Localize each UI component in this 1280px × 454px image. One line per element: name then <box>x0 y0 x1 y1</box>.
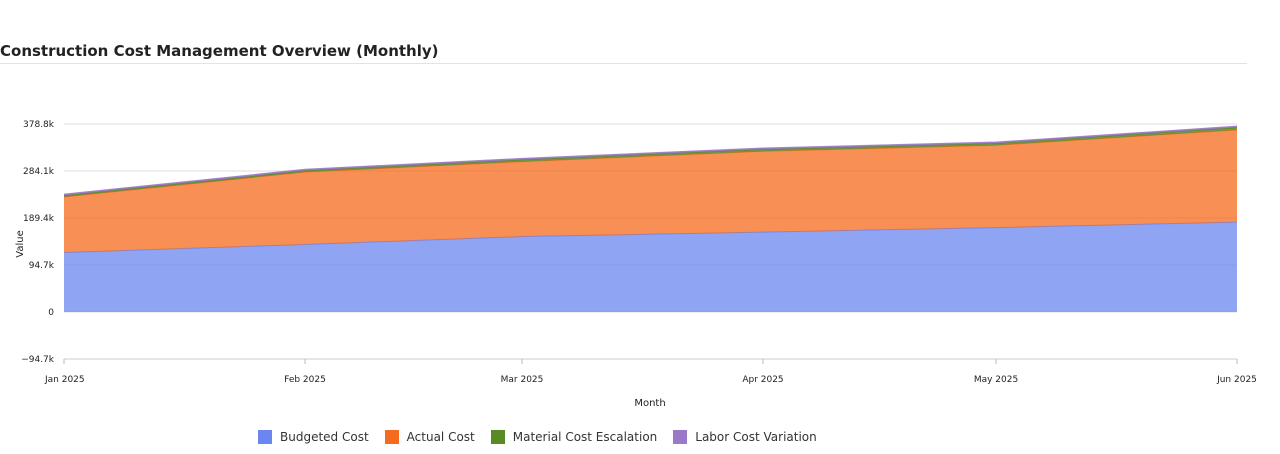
legend-swatch <box>258 430 272 444</box>
legend: Budgeted Cost Actual Cost Material Cost Es… <box>258 430 833 444</box>
chart-title: Construction Cost Management Overview (M… <box>0 42 439 60</box>
x-tick-label: Mar 2025 <box>501 375 544 385</box>
legend-item-actual-cost[interactable]: Actual Cost <box>384 430 475 444</box>
legend-swatch <box>384 430 399 444</box>
y-tick-label: 189.4k <box>23 214 55 224</box>
legend-swatch <box>673 430 688 444</box>
x-tick-label: May 2025 <box>974 375 1018 385</box>
y-axis-label: Value <box>15 230 26 257</box>
legend-item-material-cost-escalation[interactable]: Material Cost Escalation <box>490 430 658 444</box>
y-tick-label: 94.7k <box>29 261 55 271</box>
y-tick-label: 0 <box>48 308 54 318</box>
legend-label: Actual Cost <box>406 430 475 444</box>
legend-label: Budgeted Cost <box>280 430 369 444</box>
legend-swatch <box>490 430 505 444</box>
legend-label: Labor Cost Variation <box>695 430 817 444</box>
x-axis-label: Month <box>634 398 665 409</box>
y-tick-label: 378.8k <box>23 120 55 130</box>
x-tick-label: Apr 2025 <box>742 375 783 385</box>
area-series <box>63 125 1238 312</box>
x-tick-label: Jun 2025 <box>1216 375 1257 385</box>
y-axis: −94.7k 0 94.7k 189.4k 284.1k 378.8k <box>21 120 55 365</box>
x-tick-label: Feb 2025 <box>284 375 326 385</box>
area-budgeted-cost <box>64 222 1237 312</box>
y-tick-label: 284.1k <box>23 167 55 177</box>
legend-label: Material Cost Escalation <box>512 430 658 444</box>
legend-item-budgeted-cost[interactable]: Budgeted Cost <box>258 430 369 444</box>
line-labor-cost-variation <box>63 125 1238 196</box>
title-divider <box>0 63 1247 64</box>
x-axis: Jan 2025 Feb 2025 Mar 2025 Apr 2025 May 2025… <box>44 359 1257 385</box>
x-tick-label: Jan 2025 <box>44 375 85 385</box>
legend-item-labor-cost-variation[interactable]: Labor Cost Variation <box>673 430 817 444</box>
area-actual-cost <box>64 129 1237 253</box>
y-tick-label: −94.7k <box>21 355 55 365</box>
